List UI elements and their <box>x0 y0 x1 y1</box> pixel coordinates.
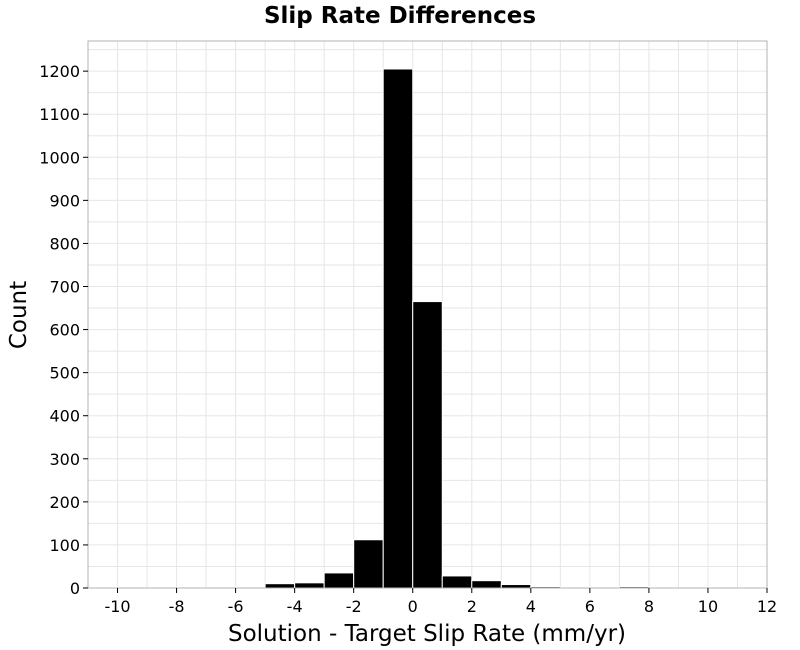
y-tick-label: 1100 <box>39 105 80 124</box>
y-tick-label: 400 <box>49 407 80 426</box>
histogram-bar <box>264 583 296 589</box>
x-tick-label: 6 <box>585 597 595 616</box>
x-axis-ticks: -10 -8 -6 -4 -2 0 2 4 6 8 10 12 <box>104 588 777 616</box>
histogram-bar <box>412 301 443 589</box>
histogram-bar <box>500 584 532 589</box>
y-tick-label: 700 <box>49 278 80 297</box>
y-tick-label: 200 <box>49 493 80 512</box>
histogram-bar <box>353 539 384 589</box>
histogram-bar <box>441 575 473 589</box>
x-tick-label: -8 <box>169 597 185 616</box>
y-tick-label: 1200 <box>39 62 80 81</box>
x-axis-label: Solution - Target Slip Rate (mm/yr) <box>228 621 626 647</box>
plot-area-border <box>87 40 768 589</box>
x-tick-label: -6 <box>228 597 244 616</box>
histogram-bar <box>294 582 325 589</box>
y-axis-ticks: 0 100 200 300 400 500 600 700 800 900 1000 1100 1200 <box>39 62 88 598</box>
x-tick-label: 0 <box>408 597 418 616</box>
histogram-bar <box>382 68 414 589</box>
x-tick-label: 8 <box>644 597 654 616</box>
y-axis-label: Count <box>6 281 32 349</box>
y-tick-label: 900 <box>49 191 80 210</box>
y-tick-label: 600 <box>49 321 80 340</box>
bars <box>235 68 650 589</box>
y-tick-label: 500 <box>49 364 80 383</box>
x-tick-label: -2 <box>346 597 362 616</box>
y-tick-label: 800 <box>49 234 80 253</box>
histogram-bar <box>471 580 502 589</box>
x-tick-label: 4 <box>526 597 536 616</box>
x-tick-label: 2 <box>467 597 477 616</box>
y-tick-label: 0 <box>70 579 80 598</box>
x-tick-label: -10 <box>104 597 130 616</box>
x-tick-label: 10 <box>698 597 718 616</box>
x-tick-label: 12 <box>757 597 777 616</box>
y-tick-label: 300 <box>49 450 80 469</box>
chart-title: Slip Rate Differences <box>264 3 536 29</box>
y-tick-label: 1000 <box>39 148 80 167</box>
x-tick-label: -4 <box>287 597 303 616</box>
y-tick-label: 100 <box>49 536 80 555</box>
histogram-bar <box>323 572 355 589</box>
